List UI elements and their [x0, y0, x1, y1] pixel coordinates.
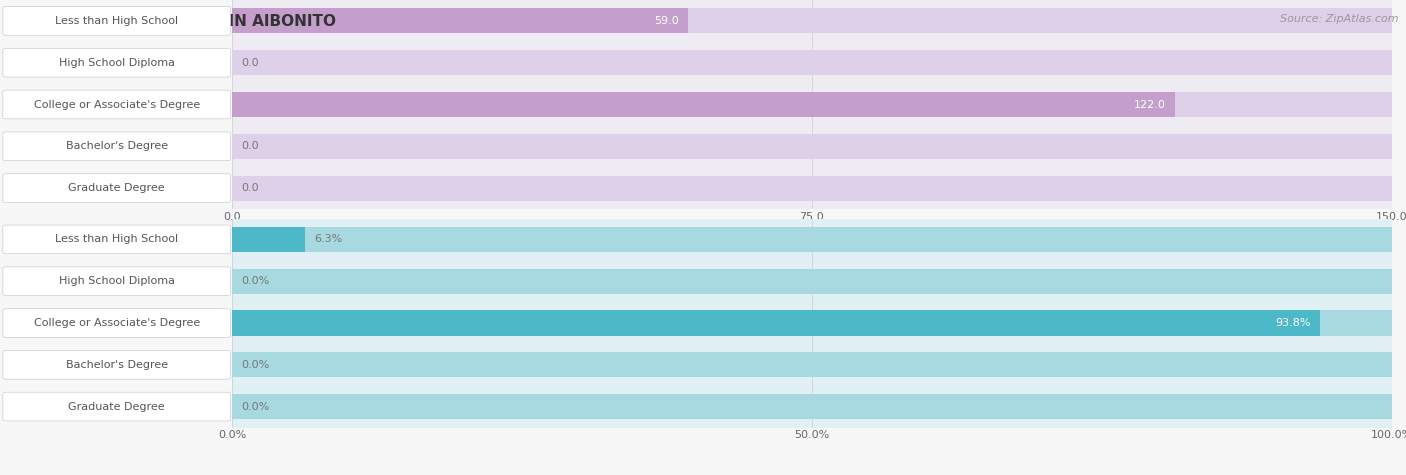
Bar: [232, 302, 1392, 344]
Bar: [232, 311, 1392, 335]
Text: College or Associate's Degree: College or Associate's Degree: [34, 99, 200, 110]
Text: College or Associate's Degree: College or Associate's Degree: [34, 318, 200, 328]
Text: 59.0: 59.0: [654, 16, 679, 26]
Bar: [232, 9, 689, 33]
Bar: [232, 260, 1392, 302]
Text: 0.0%: 0.0%: [242, 401, 270, 412]
Text: Bachelor's Degree: Bachelor's Degree: [66, 141, 167, 152]
Text: 122.0: 122.0: [1135, 99, 1166, 110]
Text: 0.0%: 0.0%: [242, 276, 270, 286]
Text: 0.0: 0.0: [242, 141, 259, 152]
Bar: [232, 134, 1392, 159]
Bar: [232, 9, 1392, 33]
Text: High School Diploma: High School Diploma: [59, 276, 174, 286]
Text: Less than High School: Less than High School: [55, 234, 179, 245]
Text: 93.8%: 93.8%: [1275, 318, 1310, 328]
Bar: [232, 167, 1392, 209]
Text: Less than High School: Less than High School: [55, 16, 179, 26]
Bar: [232, 344, 1392, 386]
Bar: [232, 394, 1392, 419]
Bar: [232, 42, 1392, 84]
Text: Source: ZipAtlas.com: Source: ZipAtlas.com: [1281, 14, 1399, 24]
Bar: [232, 218, 1392, 260]
Text: Bachelor's Degree: Bachelor's Degree: [66, 360, 167, 370]
Bar: [232, 0, 1392, 42]
Bar: [232, 311, 1320, 335]
Bar: [232, 92, 1392, 117]
Bar: [232, 269, 1392, 294]
Bar: [232, 84, 1392, 125]
Text: FERTILITY BY EDUCATION IN AIBONITO: FERTILITY BY EDUCATION IN AIBONITO: [7, 14, 336, 29]
Bar: [232, 50, 1392, 75]
Bar: [232, 227, 1392, 252]
Text: 0.0: 0.0: [242, 57, 259, 68]
Bar: [232, 227, 305, 252]
Bar: [232, 176, 1392, 200]
Text: Graduate Degree: Graduate Degree: [69, 183, 165, 193]
Bar: [232, 92, 1175, 117]
Text: 0.0%: 0.0%: [242, 360, 270, 370]
Text: 0.0: 0.0: [242, 183, 259, 193]
Text: High School Diploma: High School Diploma: [59, 57, 174, 68]
Text: Graduate Degree: Graduate Degree: [69, 401, 165, 412]
Bar: [232, 125, 1392, 167]
Bar: [232, 352, 1392, 377]
Bar: [232, 386, 1392, 428]
Text: 6.3%: 6.3%: [315, 234, 343, 245]
